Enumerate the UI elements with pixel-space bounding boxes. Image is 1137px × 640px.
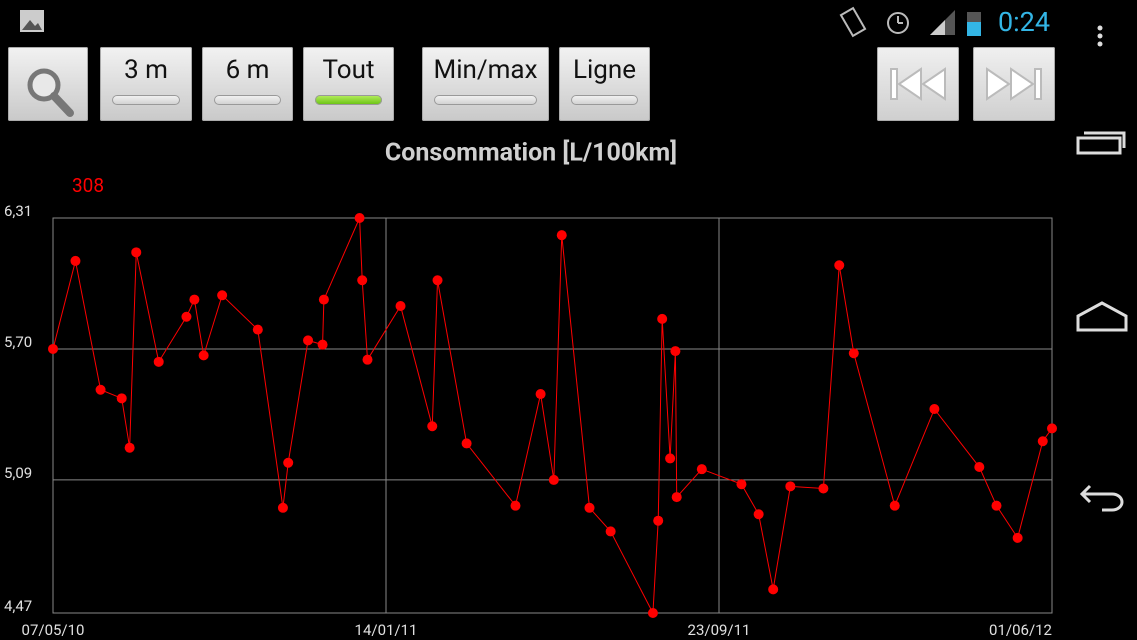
data-point xyxy=(991,500,1002,511)
line-button[interactable]: Ligne xyxy=(559,47,650,121)
button-label: 3 m xyxy=(124,55,168,85)
indicator xyxy=(434,95,537,105)
range-all-button[interactable]: Tout xyxy=(303,47,394,121)
zoom-button[interactable] xyxy=(8,47,88,121)
data-point xyxy=(427,421,438,432)
data-point xyxy=(670,346,681,357)
range-3m-button[interactable]: 3 m xyxy=(100,47,192,121)
data-point xyxy=(736,479,747,490)
data-point xyxy=(535,389,546,400)
data-point xyxy=(605,526,616,537)
indicator xyxy=(315,95,382,105)
data-point xyxy=(124,442,135,453)
x-tick-label: 23/09/11 xyxy=(688,621,751,639)
data-point xyxy=(671,492,682,503)
data-point xyxy=(48,343,58,354)
nav-bar xyxy=(1076,25,1128,512)
data-point xyxy=(217,290,228,301)
data-point xyxy=(432,275,443,286)
range-6m-button[interactable]: 6 m xyxy=(202,47,293,121)
rewind-icon xyxy=(890,67,946,101)
data-line xyxy=(52,217,1053,615)
button-label: 6 m xyxy=(225,55,270,85)
annotation: 308 xyxy=(72,174,104,197)
data-point xyxy=(95,384,106,395)
forward-icon xyxy=(986,67,1042,101)
data-point xyxy=(116,393,127,404)
y-tick-label: 5,09 xyxy=(4,464,32,482)
data-point xyxy=(556,230,567,241)
data-point xyxy=(252,324,263,335)
data-point xyxy=(395,301,406,312)
forward-button[interactable] xyxy=(973,47,1055,121)
data-point xyxy=(362,354,373,365)
data-point xyxy=(510,500,521,511)
zoom-icon xyxy=(27,68,74,117)
data-point xyxy=(818,483,829,494)
x-tick-label: 14/01/11 xyxy=(355,621,418,639)
data-point xyxy=(277,502,288,513)
data-point xyxy=(1047,423,1057,434)
data-point xyxy=(768,584,779,595)
x-tick-label: 01/06/12 xyxy=(989,621,1052,639)
data-point xyxy=(181,311,192,322)
data-point xyxy=(357,275,368,286)
data-point xyxy=(189,294,200,305)
data-point xyxy=(283,457,294,468)
minmax-button[interactable]: Min/max xyxy=(422,47,549,121)
data-point xyxy=(657,313,668,324)
data-point xyxy=(131,247,142,258)
data-point xyxy=(1037,436,1048,447)
data-point xyxy=(303,335,314,346)
data-point xyxy=(198,350,209,361)
data-point xyxy=(153,356,164,367)
data-point xyxy=(461,438,472,449)
data-point xyxy=(1012,532,1023,543)
data-point xyxy=(653,515,664,526)
button-label: Tout xyxy=(322,55,375,85)
data-point xyxy=(696,464,707,475)
button-label: Ligne xyxy=(572,55,637,85)
y-tick-label: 5,70 xyxy=(4,333,32,351)
plot-frame xyxy=(52,217,1053,614)
data-point xyxy=(647,608,658,618)
data-point xyxy=(548,474,559,485)
data-point xyxy=(318,294,329,305)
data-point xyxy=(317,339,328,350)
data-point xyxy=(889,500,900,511)
data-point xyxy=(785,481,796,492)
indicator xyxy=(571,95,638,105)
data-point xyxy=(974,462,985,473)
y-tick-label: 6,31 xyxy=(4,202,32,220)
data-point xyxy=(929,404,940,415)
button-label: Min/max xyxy=(433,55,538,85)
y-tick-label: 4,47 xyxy=(4,597,32,615)
status-icons xyxy=(20,6,981,38)
data-point xyxy=(584,502,595,513)
data-point xyxy=(354,213,365,223)
clock: 0:24 xyxy=(998,6,1050,38)
indicator xyxy=(214,95,281,105)
x-tick-label: 07/05/10 xyxy=(22,621,85,639)
data-point xyxy=(834,260,845,271)
data-point xyxy=(848,348,859,359)
rewind-button[interactable] xyxy=(877,47,959,121)
data-point xyxy=(70,255,81,266)
data-point xyxy=(753,509,764,520)
indicator xyxy=(112,95,180,105)
data-point xyxy=(665,453,676,464)
chart-title: Consommation [L/100km] xyxy=(385,139,677,168)
